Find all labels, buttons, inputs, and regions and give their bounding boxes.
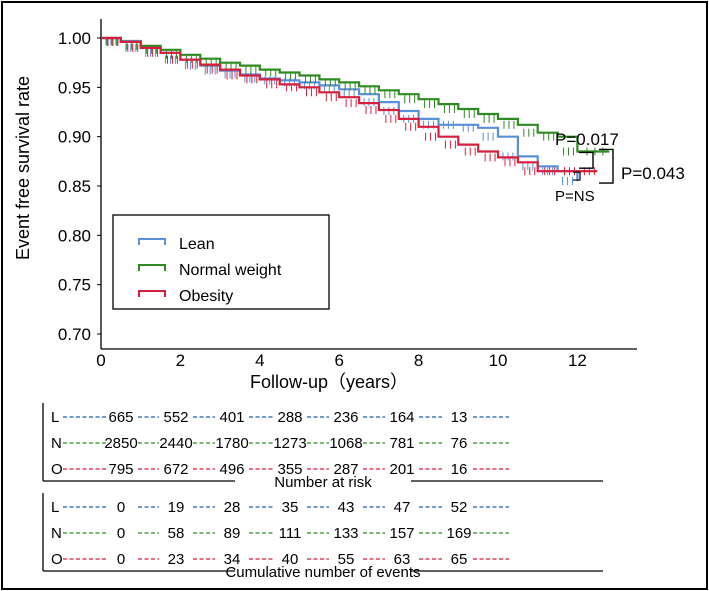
events-table-row-label: O <box>51 551 63 568</box>
y-axis-label: Event free survival rate <box>13 76 33 260</box>
x-tick-label: 0 <box>96 351 105 370</box>
number-at-risk-table: Number at risk L 665 552 401 288 236 164 13 N 2850… <box>42 403 603 491</box>
cumulative-events-table: Cumulative number of events L 0 19 28 35 43 47 5… <box>42 493 603 581</box>
events-table-cell: 0 <box>117 551 125 568</box>
y-tick-label: 0.85 <box>58 177 91 196</box>
x-tick-label: 10 <box>489 351 508 370</box>
x-tick-label: 2 <box>176 351 185 370</box>
events-table-cell: 58 <box>168 525 185 542</box>
risk-table-cell: 16 <box>451 461 468 478</box>
bracket-normal-obesity <box>579 151 594 169</box>
risk-table-row-label: O <box>51 461 63 478</box>
x-tick-label: 8 <box>414 351 423 370</box>
censor-marks-lean <box>105 36 573 186</box>
legend-swatch-normal-weight <box>138 264 166 271</box>
risk-table-cell: 552 <box>163 409 188 426</box>
y-tick-label: 0.70 <box>58 325 91 344</box>
y-tick-label: 0.90 <box>58 128 91 147</box>
risk-table-cell: 1068 <box>329 435 362 452</box>
y-tick-label: 0.95 <box>58 78 91 97</box>
events-table-title: Cumulative number of events <box>225 564 420 581</box>
risk-table-cell: 355 <box>277 461 302 478</box>
risk-table-cell: 401 <box>219 409 244 426</box>
legend-label-normal-weight: Normal weight <box>179 262 282 279</box>
events-table-cell: 47 <box>394 499 411 516</box>
legend: Lean Normal weight Obesity <box>112 214 330 310</box>
risk-table-row-label: L <box>51 409 59 426</box>
risk-table-cell: 164 <box>389 409 414 426</box>
events-table-cell: 52 <box>451 499 468 516</box>
events-table-cell: 0 <box>117 499 125 516</box>
legend-swatch-lean <box>138 238 166 245</box>
x-tick-label: 6 <box>334 351 343 370</box>
x-axis-label: Follow-up（years） <box>250 372 408 392</box>
bracket-lean-obesity <box>573 171 581 181</box>
series-line-obesity <box>101 36 598 173</box>
censor-marks-normal-weight <box>106 37 604 156</box>
risk-table-cell: 1780 <box>215 435 248 452</box>
risk-table-cell: 665 <box>108 409 133 426</box>
events-table-row-label: L <box>51 499 59 516</box>
risk-table-row-label: N <box>51 435 62 452</box>
p-value-label: P=0.043 <box>621 164 685 183</box>
events-table-cell: 43 <box>338 499 355 516</box>
legend-label-obesity: Obesity <box>179 288 233 305</box>
events-table-cell: 63 <box>394 551 411 568</box>
events-table-cell: 0 <box>117 525 125 542</box>
events-table-cell: 28 <box>224 499 241 516</box>
y-tick-label: 0.75 <box>58 276 91 295</box>
risk-table-title: Number at risk <box>274 474 372 491</box>
risk-table-cell: 76 <box>451 435 468 452</box>
risk-table-cell: 2850 <box>104 435 137 452</box>
events-table-cell: 169 <box>446 525 471 542</box>
risk-table-cell: 201 <box>389 461 414 478</box>
survival-chart: 0.70 0.75 0.80 0.85 0.90 0.95 1.00 0 2 4 6 8 10 12 Ev… <box>13 19 685 581</box>
series-line-normal-weight <box>101 36 610 153</box>
events-table-cell: 23 <box>168 551 185 568</box>
risk-table-cell: 1273 <box>273 435 306 452</box>
x-tick-label: 4 <box>255 351 264 370</box>
x-tick-label: 12 <box>568 351 587 370</box>
risk-table-cell: 288 <box>277 409 302 426</box>
risk-table-cell: 236 <box>333 409 358 426</box>
events-table-cell: 35 <box>282 499 299 516</box>
risk-table-cell: 496 <box>219 461 244 478</box>
risk-table-cell: 672 <box>163 461 188 478</box>
events-table-cell: 40 <box>282 551 299 568</box>
events-table-cell: 133 <box>333 525 358 542</box>
p-value-label: P=0.017 <box>555 130 619 149</box>
events-table-cell: 89 <box>224 525 241 542</box>
y-tick-label: 0.80 <box>58 226 91 245</box>
events-table-cell: 65 <box>451 551 468 568</box>
events-table-row-label: N <box>51 525 62 542</box>
legend-swatch-obesity <box>138 290 166 297</box>
events-table-cell: 157 <box>389 525 414 542</box>
events-table-cell: 55 <box>338 551 355 568</box>
events-table-cell: 111 <box>279 525 302 542</box>
legend-box <box>112 214 330 310</box>
events-table-cell: 34 <box>224 551 241 568</box>
risk-table-cell: 287 <box>333 461 358 478</box>
censor-marks-obesity <box>107 37 595 176</box>
risk-table-cell: 2440 <box>159 435 192 452</box>
risk-table-cell: 795 <box>108 461 133 478</box>
bracket-normal-lean <box>599 148 614 184</box>
risk-table-cell: 13 <box>451 409 468 426</box>
risk-table-cell: 781 <box>389 435 414 452</box>
legend-label-lean: Lean <box>179 236 215 253</box>
events-table-cell: 19 <box>168 499 185 516</box>
y-tick-label: 1.00 <box>58 29 91 48</box>
p-value-label: P=NS <box>555 188 595 205</box>
plot-area: 0.70 0.75 0.80 0.85 0.90 0.95 1.00 0 2 4 6 8 10 12 <box>58 19 637 370</box>
